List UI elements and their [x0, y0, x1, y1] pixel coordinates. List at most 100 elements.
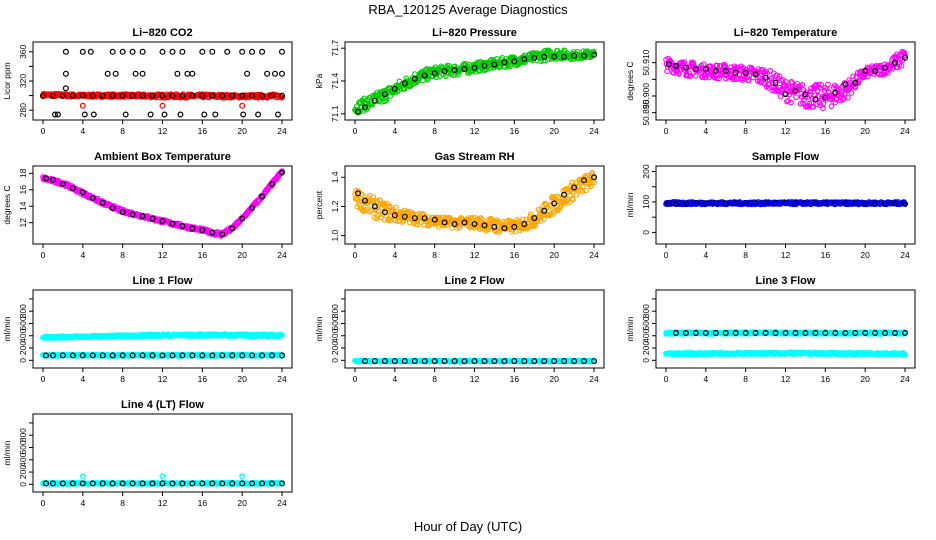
data-point: [371, 358, 378, 365]
data-point: [813, 82, 819, 88]
x-tick-label: 8: [432, 250, 437, 260]
series: [42, 352, 286, 359]
x-tick-label: 12: [470, 126, 480, 136]
y-axis-label: Licor ppm: [2, 62, 12, 99]
data-point: [179, 352, 186, 359]
y-tick-label: 200: [330, 341, 340, 355]
x-tick-label: 4: [80, 250, 85, 260]
data-point: [832, 200, 839, 207]
data-point: [451, 67, 458, 74]
data-point: [79, 92, 86, 99]
data-point: [800, 100, 806, 107]
data-point: [901, 200, 908, 207]
data-point: [279, 48, 286, 55]
data-point: [680, 60, 686, 66]
data-point: [279, 70, 286, 77]
data-point: [219, 231, 226, 238]
y-tick-label: 600: [641, 316, 651, 330]
data-point: [89, 92, 96, 99]
data-point: [269, 181, 276, 188]
y-tick-label: 600: [330, 316, 340, 330]
data-point: [446, 63, 452, 69]
data-point: [852, 79, 859, 86]
x-tick-label: 4: [80, 374, 85, 384]
data-point: [541, 53, 548, 60]
data-point: [249, 92, 256, 99]
data-point: [99, 92, 106, 99]
y-tick-label: 1.4: [330, 171, 340, 183]
y-tick-label: 320: [18, 74, 28, 88]
data-point: [812, 96, 819, 103]
data-point: [799, 82, 806, 88]
y-tick-label: 0: [18, 358, 28, 363]
y-tick-label: 71.1: [330, 105, 340, 122]
data-point: [129, 352, 136, 359]
data-point: [49, 176, 56, 183]
y-tick-label: 71.7: [330, 40, 340, 57]
data-point: [224, 48, 231, 55]
x-tick-label: 24: [589, 374, 599, 384]
series: [79, 102, 246, 109]
data-point: [872, 200, 879, 207]
x-tick-label: 4: [392, 126, 397, 136]
data-point: [590, 358, 597, 365]
y-tick-label: 50.895: [641, 99, 651, 125]
data-point: [109, 48, 116, 55]
data-point: [571, 184, 578, 191]
data-point: [81, 111, 88, 118]
data-point: [793, 94, 799, 101]
data-point: [259, 193, 266, 200]
data-point: [62, 70, 69, 77]
y-axis-label: kPa: [314, 73, 324, 88]
data-point: [355, 190, 362, 197]
data-area: [663, 199, 908, 208]
data-point: [541, 358, 548, 365]
data-point: [481, 222, 488, 229]
data-point: [797, 100, 804, 107]
data-point: [687, 72, 694, 79]
data-point: [209, 352, 216, 359]
x-tick-label: 24: [589, 126, 599, 136]
data-point: [399, 219, 406, 225]
data-point: [179, 223, 186, 230]
y-tick-label: 0: [330, 358, 340, 363]
data-point: [742, 69, 749, 76]
data-point: [752, 200, 759, 207]
data-point: [362, 197, 369, 204]
data-point: [758, 78, 765, 85]
data-point: [752, 71, 759, 78]
data-point: [69, 352, 76, 359]
data-point: [802, 200, 809, 207]
x-tick-label: 12: [158, 374, 168, 384]
data-point: [371, 203, 378, 210]
data-point: [777, 93, 784, 100]
figure-title: RBA_120125 Average Diagnostics: [368, 2, 568, 17]
data-point: [87, 48, 94, 55]
data-point: [79, 102, 86, 109]
data-point: [531, 215, 538, 222]
data-point: [461, 358, 468, 365]
data-point: [591, 48, 597, 55]
series: [355, 51, 597, 115]
data-point: [401, 86, 408, 92]
x-tick-label: 8: [743, 250, 748, 260]
data-point: [762, 200, 769, 207]
data-point: [547, 212, 553, 218]
y-tick-label: 600: [18, 316, 28, 330]
x-tick-label: 24: [277, 250, 287, 260]
series: [355, 174, 597, 232]
data-point: [239, 102, 246, 109]
x-tick-label: 12: [781, 126, 791, 136]
x-tick-label: 24: [900, 250, 910, 260]
data-point: [665, 200, 672, 207]
x-tick-label: 8: [120, 250, 125, 260]
data-point: [501, 59, 508, 66]
data-point: [551, 200, 558, 207]
data-point: [112, 70, 119, 77]
data-point: [370, 197, 377, 204]
y-tick-label: 800: [641, 304, 651, 318]
data-point: [149, 215, 156, 222]
